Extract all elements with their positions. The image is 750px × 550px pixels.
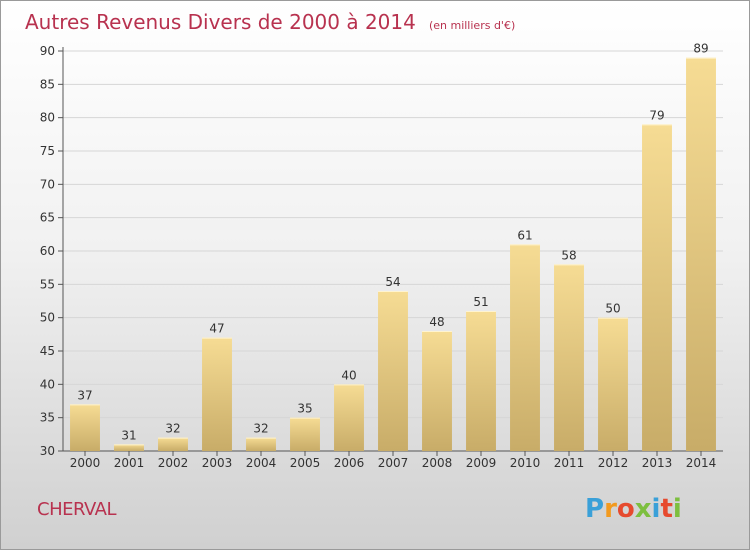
bar-2003 <box>202 337 232 451</box>
bar-2007 <box>378 291 408 451</box>
bar-2005 <box>290 417 320 451</box>
logo-letter: i <box>673 494 682 524</box>
bar-2011 <box>554 264 584 451</box>
grid-lines <box>63 50 723 419</box>
x-tick-label: 2007 <box>378 456 409 470</box>
bar-2014 <box>686 57 716 452</box>
bar-2000 <box>70 404 100 451</box>
bar-2010 <box>510 244 540 451</box>
x-tick-label: 2008 <box>422 456 453 470</box>
logo-letter: r <box>604 494 617 524</box>
y-tick-label: 50 <box>40 311 55 325</box>
y-tick-label: 40 <box>40 377 55 391</box>
data-label: 32 <box>253 422 268 436</box>
x-tick-label: 2011 <box>554 456 585 470</box>
logo-letter: o <box>617 494 635 524</box>
logo-letter: t <box>660 494 672 524</box>
bars <box>70 57 716 452</box>
y-tick-label: 60 <box>40 244 55 258</box>
data-label: 32 <box>165 422 180 436</box>
data-label: 31 <box>121 428 136 442</box>
bar-2013 <box>642 124 672 451</box>
y-tick-label: 45 <box>40 344 55 358</box>
data-label: 47 <box>209 322 224 336</box>
logo-letter: P <box>585 494 604 524</box>
bar-2006 <box>334 384 364 451</box>
x-tick-label: 2009 <box>466 456 497 470</box>
x-tick-label: 2010 <box>510 456 541 470</box>
y-tick-label: 70 <box>40 177 55 191</box>
bar-2008 <box>422 331 452 451</box>
data-label: 58 <box>561 248 576 262</box>
data-label: 37 <box>77 388 92 402</box>
bar-2009 <box>466 311 496 451</box>
x-tick-label: 2005 <box>290 456 321 470</box>
chart-title-group: Autres Revenus Divers de 2000 à 2014 (en… <box>25 10 515 34</box>
y-tick-label: 80 <box>40 111 55 125</box>
x-tick-label: 2000 <box>70 456 101 470</box>
y-tick-label: 35 <box>40 411 55 425</box>
proxiti-logo: Proxiti <box>585 494 682 524</box>
x-tick-label: 2003 <box>202 456 233 470</box>
y-tick-label: 55 <box>40 277 55 291</box>
data-label: 50 <box>605 302 620 316</box>
bar-2004 <box>246 437 276 451</box>
bar-2002 <box>158 437 188 451</box>
logo-letter: x <box>635 494 652 524</box>
data-label: 61 <box>517 228 532 242</box>
y-tick-label: 75 <box>40 144 55 158</box>
x-tick-label: 2014 <box>686 456 717 470</box>
data-label: 79 <box>649 108 664 122</box>
bar-2012 <box>598 317 628 451</box>
x-tick-label: 2012 <box>598 456 629 470</box>
x-tick-label: 2001 <box>114 456 145 470</box>
y-tick-label: 30 <box>40 444 55 458</box>
data-label: 54 <box>385 275 400 289</box>
data-label: 51 <box>473 295 488 309</box>
y-tick-label: 65 <box>40 211 55 225</box>
y-tick-label: 85 <box>40 77 55 91</box>
location-label: CHERVAL <box>37 499 116 520</box>
x-tick-label: 2013 <box>642 456 673 470</box>
x-tick-label: 2004 <box>246 456 277 470</box>
chart-subtitle: (en milliers d'€) <box>429 19 515 32</box>
chart-title: Autres Revenus Divers de 2000 à 2014 <box>25 10 416 34</box>
x-tick-label: 2006 <box>334 456 365 470</box>
axes: 30 35 40 45 50 55 60 65 70 75 80 85 90 2000 2001 2002 20… <box>40 44 723 470</box>
logo-letter: i <box>652 494 661 524</box>
data-label: 48 <box>429 315 444 329</box>
y-tick-label: 90 <box>40 44 55 58</box>
bar-2001 <box>114 444 144 451</box>
x-tick-label: 2002 <box>158 456 189 470</box>
data-label: 89 <box>693 42 708 56</box>
data-label: 35 <box>297 402 312 416</box>
data-labels: 37 31 32 47 32 35 40 54 48 51 61 58 50 79 89 <box>77 42 708 443</box>
data-label: 40 <box>341 368 356 382</box>
